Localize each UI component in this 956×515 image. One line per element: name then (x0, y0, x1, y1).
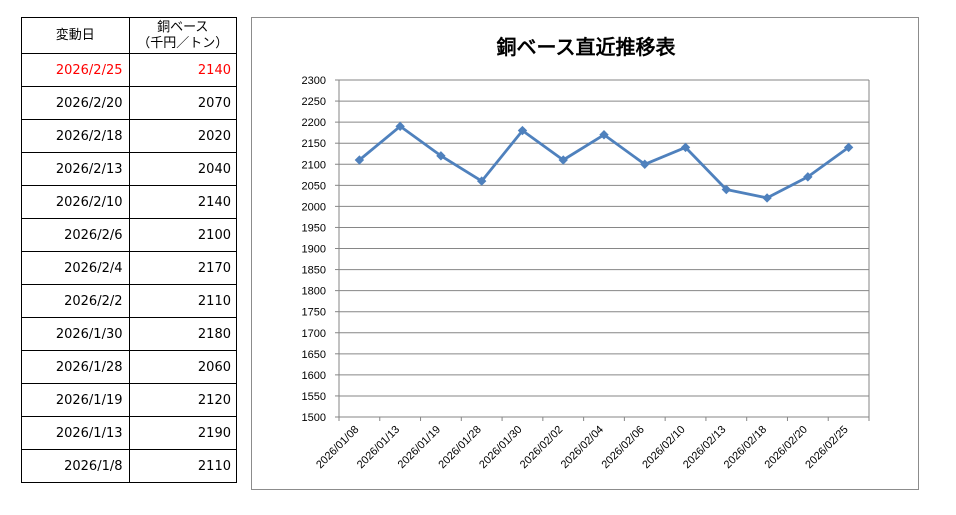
x-tick-label: 2026/02/13 (681, 424, 728, 471)
axis-layer: 1500 1550 1600 1650 1700 1750 1800 1850 1900 1950… (302, 75, 870, 471)
table-row: 2026/2/20 2070 (21, 86, 237, 120)
y-tick-label: 2250 (302, 96, 326, 108)
data-point (558, 155, 568, 165)
value-cell: 2180 (128, 317, 237, 351)
table-row: 2026/2/10 2140 (21, 185, 237, 219)
chart-area: 銅ベース直近推移表 1500 1550 1600 1650 1700 1750 1800 18… (251, 17, 919, 490)
table-row: 2026/2/18 2020 (21, 119, 237, 153)
date-cell: 2026/2/4 (21, 251, 130, 285)
y-tick-label: 2200 (302, 117, 326, 129)
value-cell: 2060 (128, 350, 237, 384)
table-row: 2026/2/25 2140 (21, 53, 237, 87)
data-point (640, 159, 650, 169)
x-tick-label: 2026/02/25 (803, 424, 850, 471)
y-tick-label: 1600 (302, 370, 326, 382)
y-tick-label: 1700 (302, 328, 326, 340)
value-cell: 2070 (128, 86, 237, 120)
y-tick-label: 1550 (302, 391, 326, 403)
data-point (762, 193, 772, 203)
chart-title: 銅ベース直近推移表 (497, 35, 677, 59)
x-tick-label: 2026/02/20 (763, 424, 810, 471)
value-cell: 2110 (128, 284, 237, 318)
header-value-line1: 銅ベース (157, 19, 209, 35)
date-cell: 2026/1/13 (21, 416, 130, 450)
x-tick-label: 2026/02/04 (559, 424, 606, 471)
y-tick-label: 2300 (302, 75, 326, 87)
table-header-row: 変動日 銅ベース （千円／トン） (21, 17, 237, 54)
data-point (517, 125, 528, 136)
date-cell: 2026/1/28 (21, 350, 130, 384)
value-cell: 2020 (128, 119, 237, 153)
value-cell: 2190 (128, 416, 237, 450)
date-cell: 2026/2/25 (21, 53, 130, 87)
y-tick-label: 2000 (302, 201, 326, 213)
date-cell: 2026/1/19 (21, 383, 130, 417)
date-cell: 2026/2/20 (21, 86, 130, 120)
value-cell: 2140 (128, 185, 237, 219)
x-tick-label: 2026/01/28 (436, 424, 483, 471)
value-cell: 2100 (128, 218, 237, 252)
header-date: 変動日 (21, 17, 130, 54)
data-point (476, 176, 487, 186)
table-row: 2026/1/28 2060 (21, 350, 237, 384)
y-tick-label: 1850 (302, 265, 326, 277)
y-tick-label: 1800 (302, 286, 326, 298)
value-cell: 2040 (128, 152, 237, 186)
date-cell: 2026/2/18 (21, 119, 130, 153)
table-row: 2026/2/13 2040 (21, 152, 237, 186)
grid-layer (339, 79, 869, 418)
x-tick-label: 2026/01/19 (396, 424, 443, 471)
y-tick-label: 2100 (302, 159, 326, 171)
series-layer (354, 121, 854, 203)
data-point (721, 184, 732, 195)
date-cell: 2026/2/2 (21, 284, 130, 318)
data-point (436, 151, 446, 161)
value-cell: 2110 (128, 449, 237, 483)
x-tick-label: 2026/02/10 (640, 424, 687, 471)
date-cell: 2026/2/10 (21, 185, 130, 219)
y-tick-label: 1900 (302, 244, 326, 256)
date-cell: 2026/2/6 (21, 218, 130, 252)
x-tick-label: 2026/02/18 (722, 424, 769, 471)
data-point (395, 121, 405, 132)
table-row: 2026/2/2 2110 (21, 284, 237, 318)
table-row: 2026/1/19 2120 (21, 383, 237, 417)
value-cell: 2120 (128, 383, 237, 417)
table-row: 2026/1/30 2180 (21, 317, 237, 351)
header-value: 銅ベース （千円／トン） (128, 17, 237, 54)
y-tick-label: 2050 (302, 180, 326, 192)
data-point (599, 130, 609, 140)
x-tick-label: 2026/02/06 (599, 424, 646, 471)
table-row: 2026/1/8 2110 (21, 449, 237, 483)
y-tick-label: 1750 (302, 307, 326, 319)
x-tick-label: 2026/01/08 (314, 424, 361, 471)
x-tick-label: 2026/01/30 (477, 424, 524, 471)
data-point (803, 172, 813, 182)
y-tick-label: 1950 (302, 222, 326, 234)
data-point (843, 142, 854, 153)
table-row: 2026/1/13 2190 (21, 416, 237, 450)
y-tick-label: 1650 (302, 349, 326, 361)
y-tick-label: 1500 (302, 412, 326, 424)
x-tick-label: 2026/02/02 (518, 424, 565, 471)
date-cell: 2026/2/13 (21, 152, 130, 186)
date-cell: 2026/1/30 (21, 317, 130, 351)
price-table: 変動日 銅ベース （千円／トン） 2026/2/25 2140 2026/2/20 20… (21, 17, 237, 483)
header-value-line2: （千円／トン） (137, 35, 229, 51)
table-row: 2026/2/4 2170 (21, 251, 237, 285)
x-tick-label: 2026/01/13 (355, 424, 402, 471)
data-point (680, 142, 691, 153)
value-cell: 2170 (128, 251, 237, 285)
value-cell: 2140 (128, 53, 237, 87)
y-tick-label: 2150 (302, 138, 326, 150)
table-row: 2026/2/6 2100 (21, 218, 237, 252)
date-cell: 2026/1/8 (21, 449, 130, 483)
data-point (354, 155, 365, 165)
line-chart: 銅ベース直近推移表 1500 1550 1600 1650 1700 1750 1800 18… (302, 35, 870, 471)
